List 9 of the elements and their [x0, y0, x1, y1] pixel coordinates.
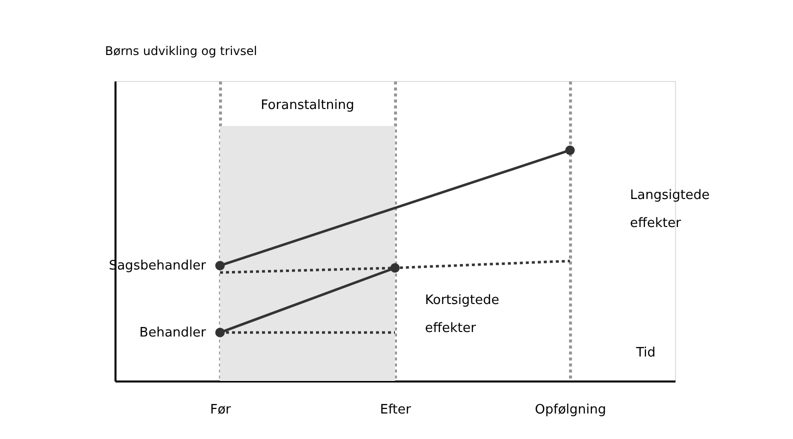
x-tick-label: Opfølgning [534, 402, 606, 418]
annotation: Kortsigtede effekter [425, 293, 500, 336]
x-tick-label: Før [210, 402, 232, 418]
x-axis-title: Tid [635, 346, 656, 360]
annotation: Langsigtede effekter [630, 188, 710, 231]
band-label: Foranstaltning [260, 98, 354, 113]
text: Børns udvikling og trivsel [105, 44, 258, 58]
x-tick-label: Efter [380, 402, 412, 418]
annotation: Behandler [139, 326, 207, 341]
